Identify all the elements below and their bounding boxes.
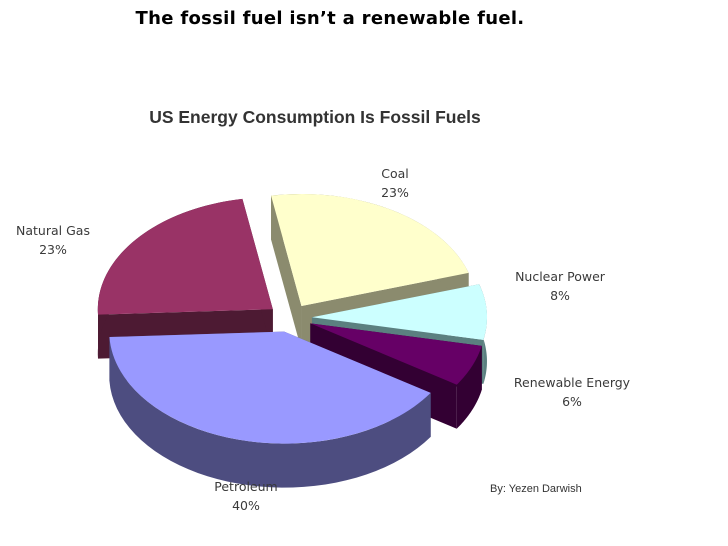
chart-title: US Energy Consumption Is Fossil Fuels	[149, 107, 481, 127]
pie-labels: Coal 23% Nuclear Power 8% Renewable Energy 6%…	[16, 166, 631, 513]
slide-heading: The fossil fuel isn’t a renewable fuel.	[135, 8, 525, 29]
slice-edge-renewable-energy	[456, 345, 482, 429]
slice-percent-petroleum: 40%	[232, 498, 260, 513]
slice-label-petroleum: Petroleum	[214, 479, 277, 494]
slice-top-coal	[271, 193, 469, 306]
slice-petroleum	[109, 331, 431, 488]
slice-top-petroleum	[109, 331, 431, 444]
slice-label-coal: Coal	[381, 166, 409, 181]
slice-top-natural-gas	[97, 198, 273, 315]
slice-label-renewable-energy: Renewable Energy	[514, 375, 631, 390]
slice-top-nuclear-power	[311, 284, 487, 340]
author-credit: By: Yezen Darwish	[490, 483, 582, 495]
slice-percent-coal: 23%	[381, 185, 409, 200]
slice-top-renewable-energy	[310, 323, 482, 385]
slice-percent-nuclear-power: 8%	[550, 288, 570, 303]
slice-edge-petroleum	[109, 337, 431, 488]
slice-percent-natural-gas: 23%	[39, 242, 67, 257]
pie-slices	[97, 193, 487, 488]
slice-label-natural-gas: Natural Gas	[16, 223, 90, 238]
slice-label-nuclear-power: Nuclear Power	[515, 269, 606, 284]
slice-percent-renewable-energy: 6%	[562, 394, 582, 409]
